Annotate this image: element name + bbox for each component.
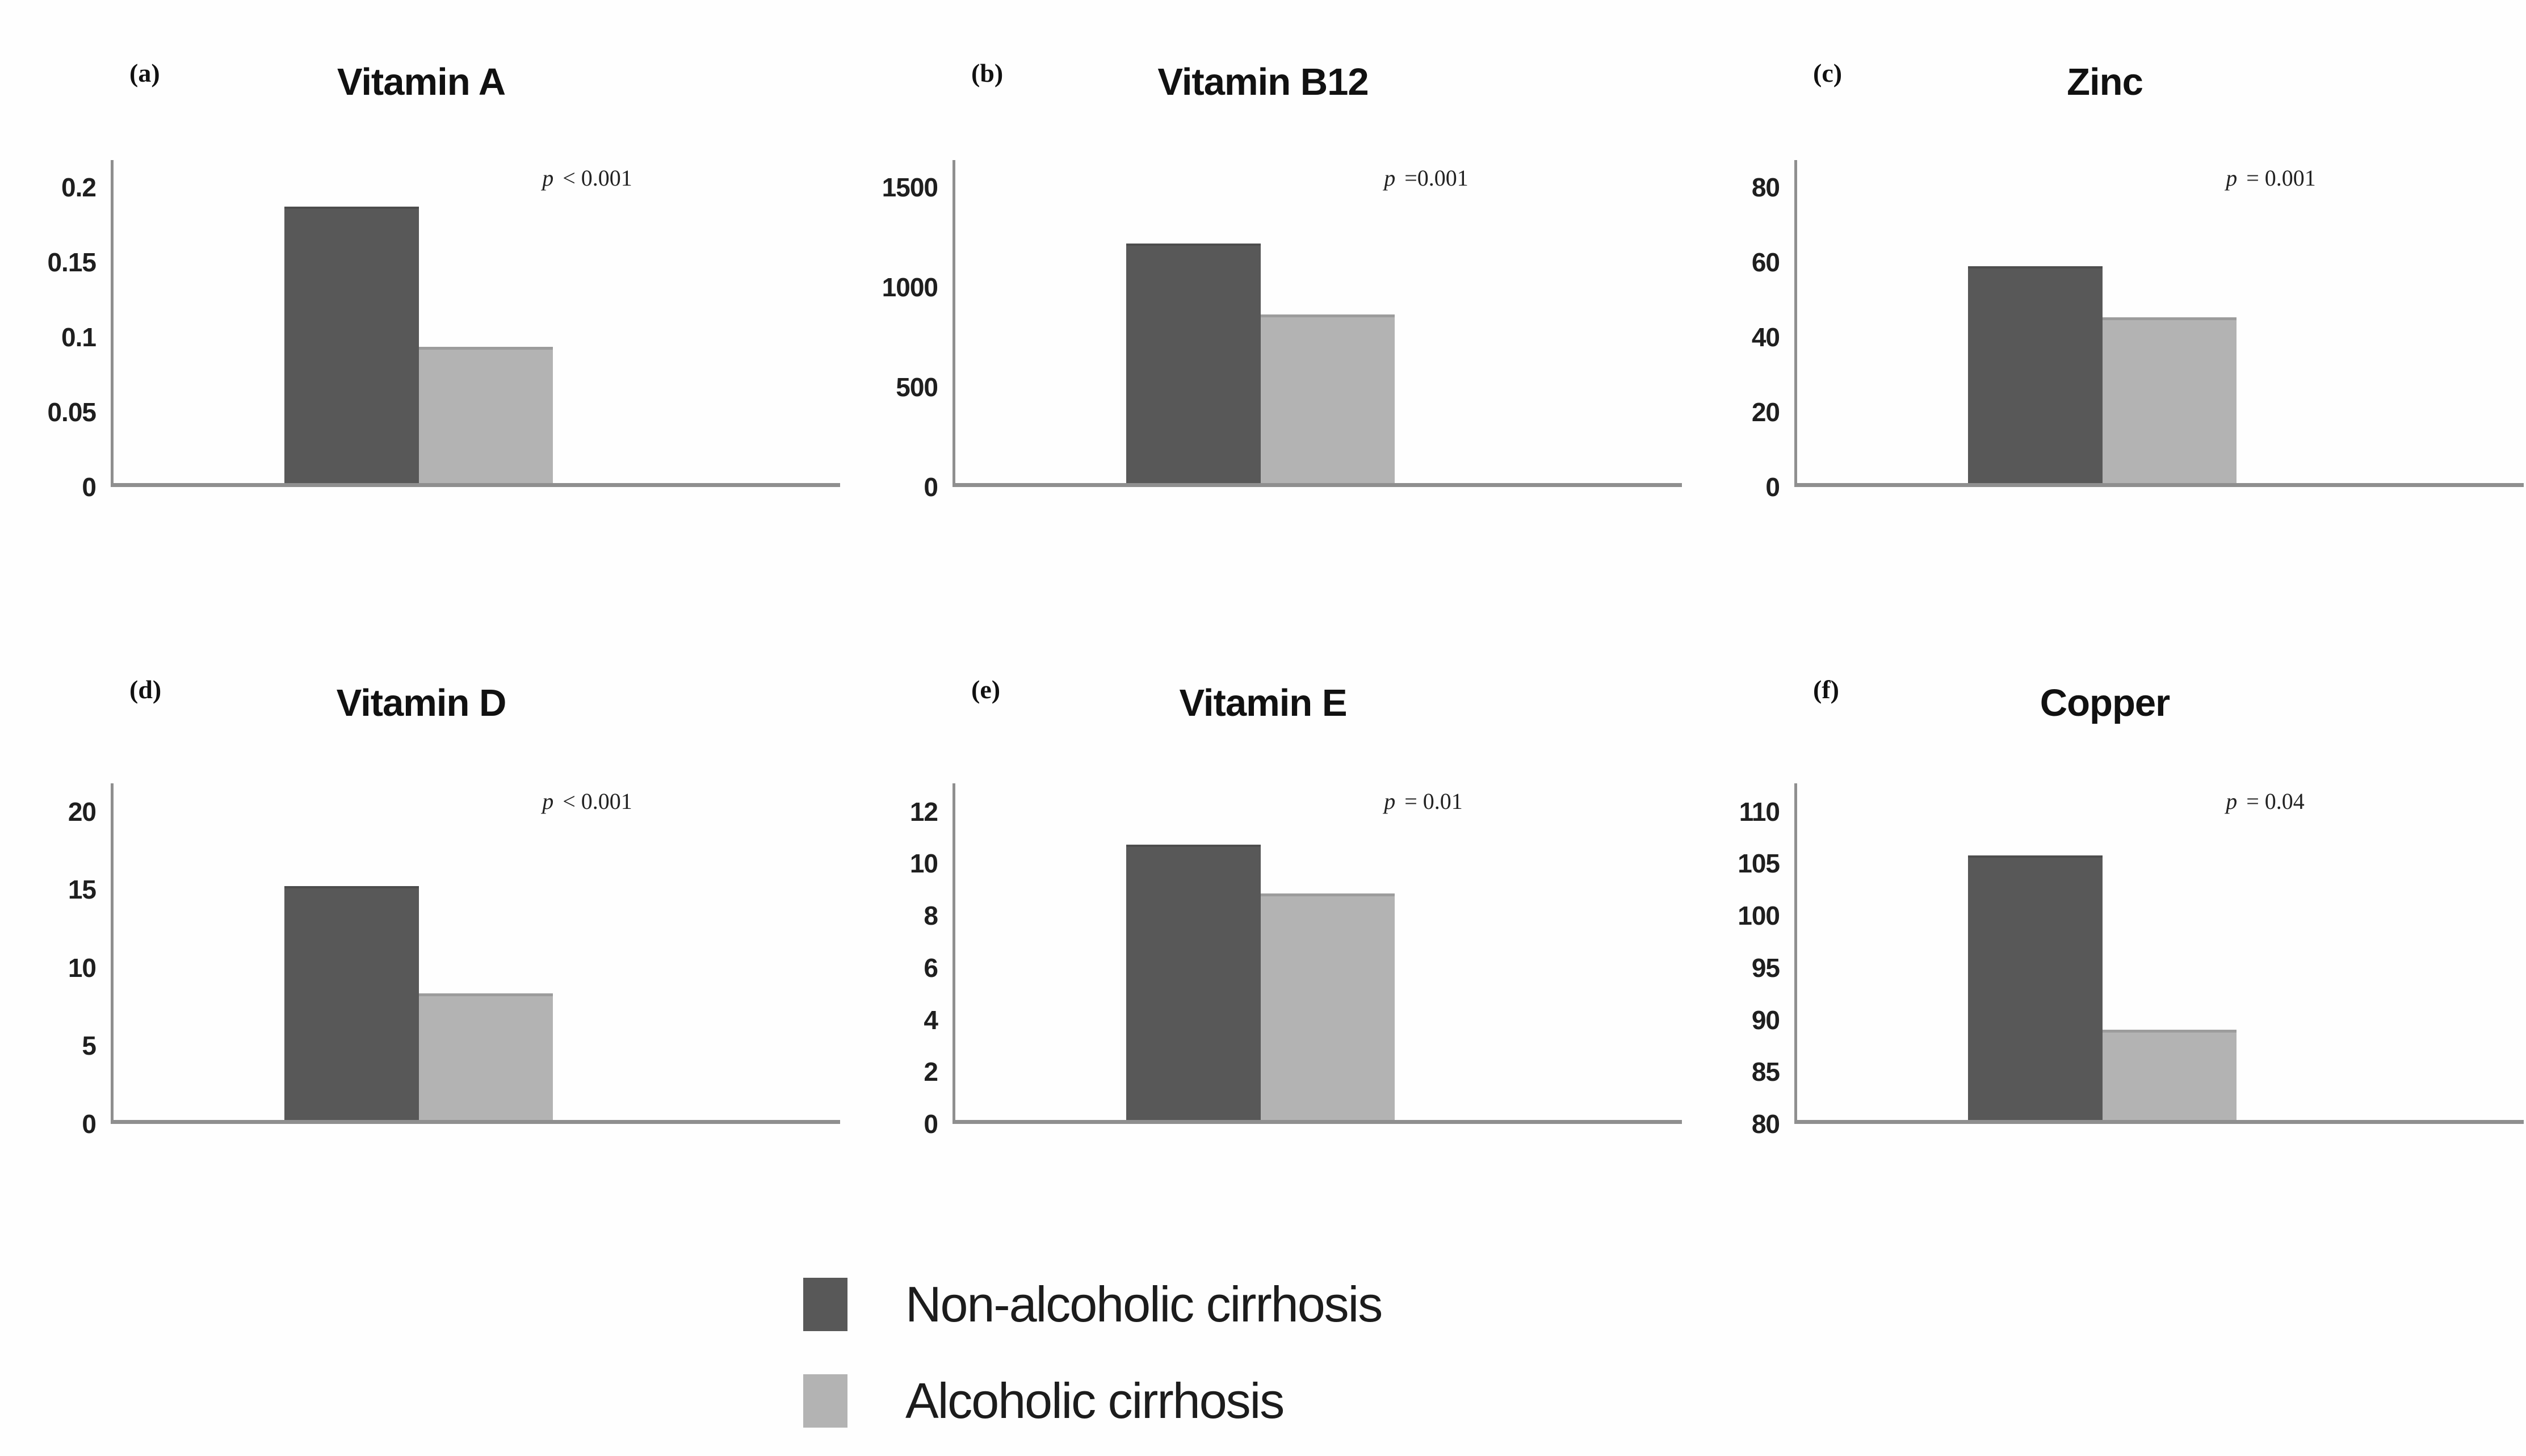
y-tick-label: 8 (924, 901, 938, 931)
legend-swatch-dark-icon (803, 1278, 847, 1331)
y-tick-label: 0.05 (47, 397, 96, 427)
y-tick-label: 0 (924, 472, 938, 502)
y-axis-ticks: 110 105 100 95 90 85 80 (1684, 783, 1794, 1139)
y-tick-label: 5 (82, 1031, 96, 1061)
bar-non-alcoholic-cirrhosis (1967, 855, 2103, 1120)
chart-panel-vitamin-a: (a) Vitamin A 0.2 0.15 0.1 0.05 0 p < 0.001 (0, 11, 842, 556)
y-axis-ticks: 0.2 0.15 0.1 0.05 0 (0, 160, 111, 502)
y-axis-ticks: 80 60 40 20 0 (1684, 160, 1794, 502)
y-tick-label: 20 (68, 796, 96, 826)
bar-non-alcoholic-cirrhosis (284, 207, 419, 483)
plot-area: p < 0.001 (111, 160, 840, 487)
panel-label: (c) (1813, 58, 1843, 87)
plot-wrap: 20 15 10 5 0 p < 0.001 (0, 783, 840, 1139)
y-tick-label: 40 (1751, 322, 1780, 352)
y-tick-label: 95 (1751, 953, 1780, 983)
bar-alcoholic-cirrhosis (2102, 317, 2237, 483)
chart-title: Vitamin A (337, 61, 506, 103)
panel-label: (b) (971, 58, 1004, 87)
y-tick-label: 80 (1751, 1109, 1780, 1139)
p-value-label: p = 0.04 (2226, 788, 2305, 814)
y-tick-label: 0.1 (61, 322, 96, 352)
y-tick-label: 10 (909, 849, 938, 879)
legend-swatch-light-icon (803, 1374, 847, 1428)
p-value-label: p = 0.001 (2226, 165, 2316, 191)
y-tick-label: 80 (1751, 172, 1780, 202)
chart-title: Vitamin D (336, 682, 507, 724)
y-tick-label: 0 (1765, 472, 1780, 502)
chart-title: Zinc (2067, 61, 2143, 103)
bar-non-alcoholic-cirrhosis (1126, 244, 1261, 483)
chart-title: Vitamin E (1179, 682, 1347, 724)
chart-panel-copper: (f) Copper 110 105 100 95 90 85 80 p = 0.04 (1684, 641, 2526, 1186)
y-tick-label: 500 (896, 372, 938, 402)
bar-alcoholic-cirrhosis (418, 347, 553, 483)
bar-non-alcoholic-cirrhosis (1967, 266, 2103, 483)
plot-area: p = 0.04 (1794, 783, 2524, 1124)
bar-alcoholic-cirrhosis (1260, 314, 1395, 483)
y-tick-label: 1000 (882, 272, 938, 302)
y-tick-label: 12 (909, 796, 938, 826)
panel-label: (e) (971, 675, 1001, 704)
panel-label: (a) (129, 58, 160, 87)
y-tick-label: 1500 (882, 172, 938, 202)
legend-label: Alcoholic cirrhosis (905, 1373, 1285, 1429)
chart-panel-vitamin-b12: (b) Vitamin B12 1500 1000 500 0 p =0.001 (842, 11, 1684, 556)
p-value-label: p = 0.01 (1384, 788, 1463, 814)
plot-wrap: 110 105 100 95 90 85 80 p = 0.04 (1684, 783, 2524, 1139)
y-tick-label: 6 (924, 953, 938, 983)
plot-area: p =0.001 (953, 160, 1682, 487)
y-tick-label: 110 (1739, 796, 1780, 826)
bar-non-alcoholic-cirrhosis (1126, 845, 1261, 1120)
legend: Non-alcoholic cirrhosis Alcoholic cirrho… (803, 1276, 1383, 1429)
plot-wrap: 80 60 40 20 0 p = 0.001 (1684, 160, 2524, 502)
chart-panel-zinc: (c) Zinc 80 60 40 20 0 p = 0.001 (1684, 11, 2526, 556)
plot-wrap: 12 10 8 6 4 2 0 p = 0.01 (842, 783, 1682, 1139)
y-tick-label: 90 (1751, 1005, 1780, 1035)
y-tick-label: 60 (1751, 247, 1780, 277)
y-tick-label: 0 (82, 472, 96, 502)
p-value-label: p =0.001 (1384, 165, 1468, 191)
p-value-label: p < 0.001 (542, 165, 632, 191)
plot-area: p < 0.001 (111, 783, 840, 1124)
plot-wrap: 0.2 0.15 0.1 0.05 0 p < 0.001 (0, 160, 840, 502)
p-value-label: p < 0.001 (542, 788, 632, 814)
y-tick-label: 100 (1738, 901, 1780, 931)
bar-alcoholic-cirrhosis (418, 993, 553, 1120)
bar-alcoholic-cirrhosis (2102, 1029, 2237, 1120)
panel-label: (f) (1813, 675, 1839, 704)
chart-title: Vitamin B12 (1157, 61, 1369, 103)
chart-panel-vitamin-d: (d) Vitamin D 20 15 10 5 0 p < 0.001 (0, 641, 842, 1186)
y-tick-label: 0.2 (61, 172, 96, 202)
y-tick-label: 20 (1751, 397, 1780, 427)
plot-area: p = 0.001 (1794, 160, 2524, 487)
bar-non-alcoholic-cirrhosis (284, 886, 419, 1120)
y-tick-label: 15 (68, 875, 96, 905)
plot-area: p = 0.01 (953, 783, 1682, 1124)
chart-panel-vitamin-e: (e) Vitamin E 12 10 8 6 4 2 0 p = 0.01 (842, 641, 1684, 1186)
chart-title: Copper (2040, 682, 2171, 724)
legend-item-non-alcoholic: Non-alcoholic cirrhosis (803, 1276, 1383, 1333)
legend-label: Non-alcoholic cirrhosis (905, 1276, 1383, 1332)
y-tick-label: 10 (68, 953, 96, 983)
y-tick-label: 0.15 (47, 247, 96, 277)
y-tick-label: 0 (82, 1109, 96, 1139)
plot-wrap: 1500 1000 500 0 p =0.001 (842, 160, 1682, 502)
legend-item-alcoholic: Alcoholic cirrhosis (803, 1373, 1382, 1429)
y-axis-ticks: 1500 1000 500 0 (842, 160, 953, 502)
y-axis-ticks: 20 15 10 5 0 (0, 783, 111, 1139)
y-tick-label: 105 (1738, 849, 1780, 879)
y-axis-ticks: 12 10 8 6 4 2 0 (842, 783, 953, 1139)
y-tick-label: 0 (924, 1109, 938, 1139)
panel-label: (d) (129, 675, 162, 704)
y-tick-label: 85 (1751, 1057, 1780, 1087)
bar-alcoholic-cirrhosis (1260, 893, 1395, 1120)
y-tick-label: 4 (924, 1005, 938, 1035)
y-tick-label: 2 (924, 1057, 938, 1087)
